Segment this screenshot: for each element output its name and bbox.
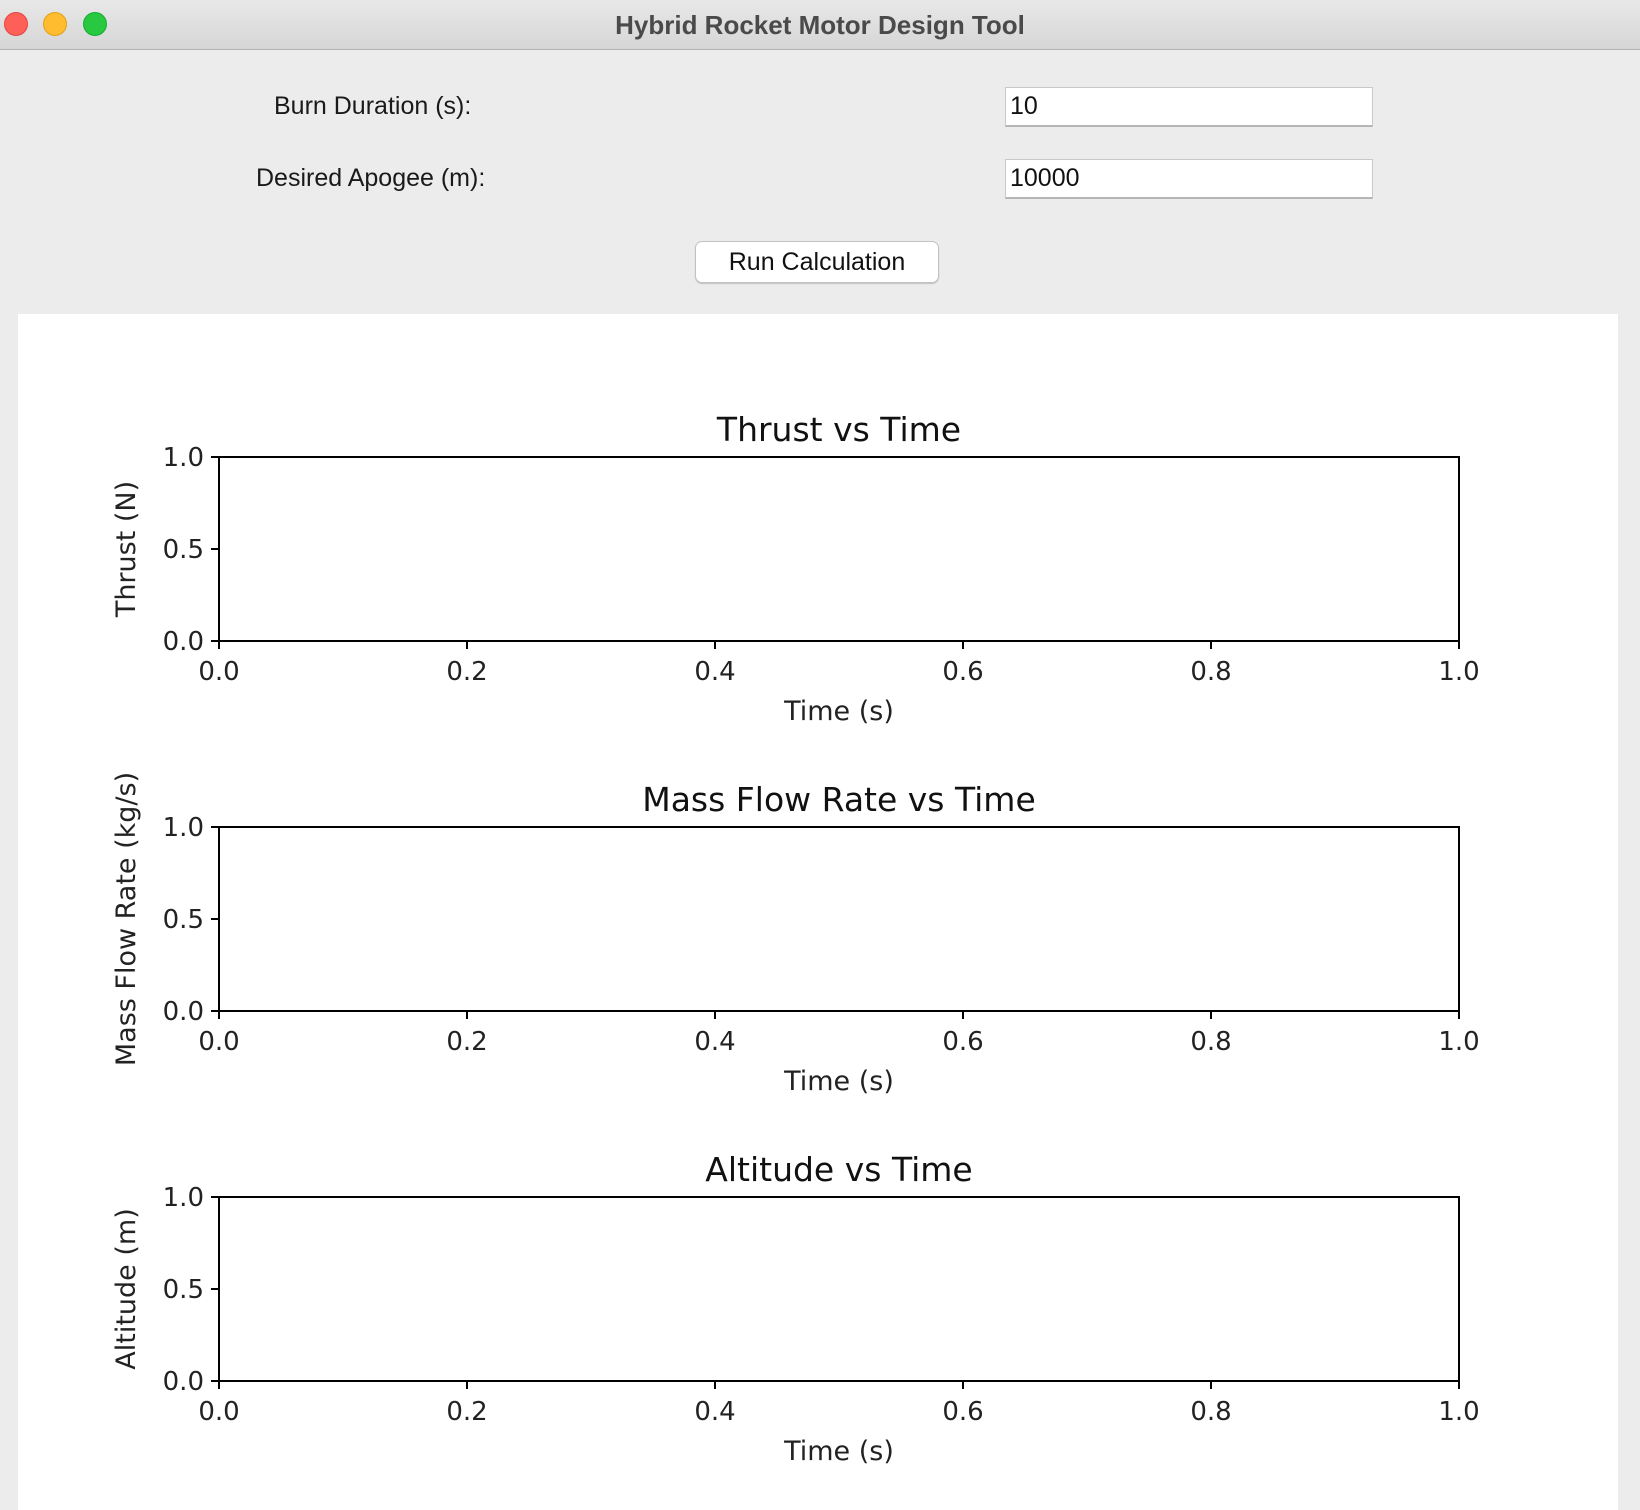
chart-2-x-tick-label: 0.4: [694, 1027, 735, 1057]
chart-1-x-tick-label: 0.0: [198, 657, 239, 687]
chart-3-y-tick-label: 1.0: [163, 1183, 204, 1213]
chart-2-x-tick-label: 1.0: [1438, 1027, 1479, 1057]
run-calculation-button[interactable]: Run Calculation: [695, 241, 939, 283]
chart-3-y-tick-label: 0.0: [163, 1367, 204, 1397]
chart-1-plot-area: [218, 456, 1460, 642]
chart-2-y-tick-label: 0.5: [163, 905, 204, 935]
chart-1-y-tick-label: 1.0: [163, 443, 204, 473]
charts-figure: Thrust vs Time 0.0 0.2 0.4 0.6 0.8 1.0 0.0 0.5 1.…: [111, 410, 1480, 1467]
chart-3-x-tick-label: 1.0: [1438, 1397, 1479, 1427]
plot-canvas: Thrust vs Time 0.0 0.2 0.4 0.6 0.8 1.0 0.0 0.5 1.…: [18, 314, 1618, 1510]
burn-duration-label: Burn Duration (s):: [274, 92, 472, 120]
chart-2-y-axis-label: Mass Flow Rate (kg/s): [111, 772, 142, 1066]
chart-1-title: Thrust vs Time: [716, 410, 961, 449]
chart-2-x-tick-label: 0.0: [198, 1027, 239, 1057]
window-title: Hybrid Rocket Motor Design Tool: [615, 10, 1025, 40]
chart-3-x-tick-label: 0.0: [198, 1397, 239, 1427]
desired-apogee-input[interactable]: [1005, 159, 1373, 199]
chart-3-x-tick-label: 0.6: [942, 1397, 983, 1427]
title-bar: Hybrid Rocket Motor Design Tool: [0, 0, 1640, 50]
chart-3-x-tick-label: 0.2: [446, 1397, 487, 1427]
chart-2-plot-area: [218, 826, 1460, 1012]
chart-3-plot-area: [218, 1196, 1460, 1382]
chart-1-y-tick-label: 0.5: [163, 535, 204, 565]
chart-2-x-tick-label: 0.6: [942, 1027, 983, 1057]
chart-3-y-tick-label: 0.5: [163, 1275, 204, 1305]
chart-2-title: Mass Flow Rate vs Time: [642, 780, 1036, 819]
chart-1-y-tick-label: 0.0: [163, 627, 204, 657]
chart-3-x-tick-label: 0.8: [1190, 1397, 1231, 1427]
chart-1-x-tick-label: 0.2: [446, 657, 487, 687]
chart-3-x-tick-label: 0.4: [694, 1397, 735, 1427]
desired-apogee-label: Desired Apogee (m):: [256, 164, 486, 192]
chart-2-x-tick-label: 0.2: [446, 1027, 487, 1057]
burn-duration-input[interactable]: [1005, 87, 1373, 127]
chart-3-title: Altitude vs Time: [705, 1150, 972, 1189]
chart-1-x-tick-label: 0.8: [1190, 657, 1231, 687]
chart-3-x-axis-label: Time (s): [783, 1436, 894, 1467]
chart-2-x-axis-label: Time (s): [783, 1066, 894, 1097]
chart-1-y-axis-label: Thrust (N): [111, 481, 142, 618]
minimize-window-button[interactable]: [43, 12, 67, 36]
chart-2-y-tick-label: 0.0: [163, 997, 204, 1027]
chart-2-y-tick-label: 1.0: [163, 813, 204, 843]
chart-3-y-axis-label: Altitude (m): [111, 1208, 142, 1369]
chart-1-x-tick-label: 0.6: [942, 657, 983, 687]
chart-2-x-tick-label: 0.8: [1190, 1027, 1231, 1057]
chart-1-x-tick-label: 0.4: [694, 657, 735, 687]
maximize-window-button[interactable]: [83, 12, 107, 36]
close-window-button[interactable]: [4, 12, 28, 36]
chart-1-x-axis-label: Time (s): [783, 696, 894, 727]
chart-1-x-tick-label: 1.0: [1438, 657, 1479, 687]
